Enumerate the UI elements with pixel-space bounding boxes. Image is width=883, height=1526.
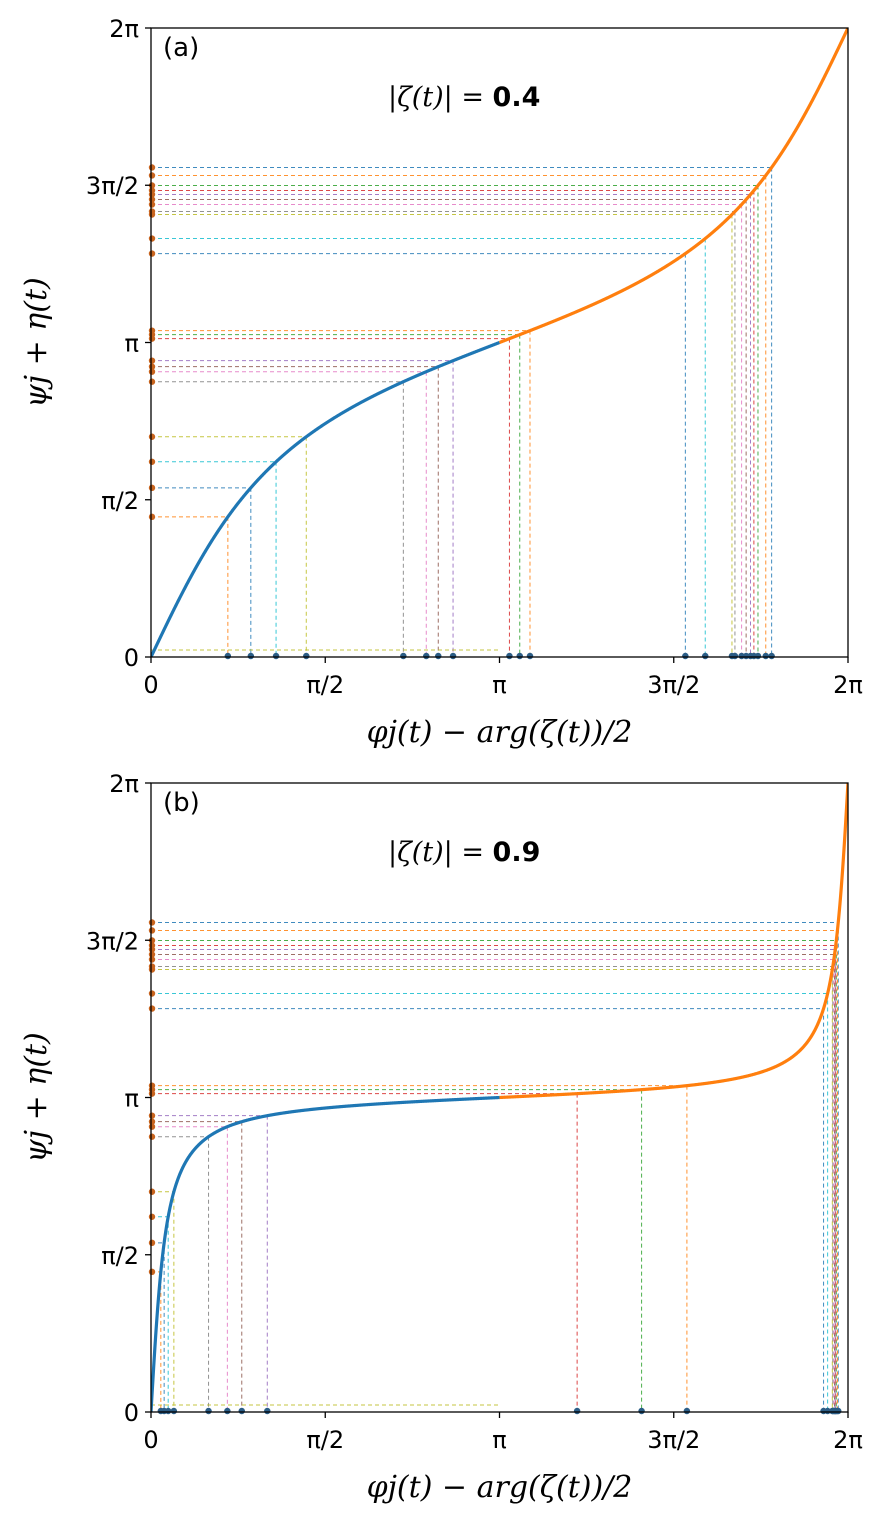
phi-marker <box>702 652 709 660</box>
phi-marker <box>516 652 523 660</box>
psi-marker <box>148 433 156 440</box>
psi-marker <box>148 235 156 242</box>
phi-marker <box>224 652 232 660</box>
phi-marker <box>506 652 513 660</box>
phi-marker <box>400 652 407 660</box>
psi-marker <box>148 164 156 171</box>
psi-marker <box>148 172 156 179</box>
phi-marker <box>264 1407 271 1415</box>
phi-marker <box>157 1407 165 1415</box>
phi-marker <box>224 1407 231 1415</box>
psi-marker <box>148 1090 156 1097</box>
y-tick-label: π <box>125 1085 139 1113</box>
panel-b: 0 π/2 π 3π/2 2π 0 π/2 π 3π/2 2π φj(t) − arg(ζ(t))/… <box>19 770 863 1505</box>
phi-marker <box>638 1407 645 1415</box>
y-tick-label: 2π <box>109 15 139 43</box>
modulus-value: 0.9 <box>493 837 541 868</box>
plot-area <box>151 28 848 657</box>
y-tick-label: 0 <box>124 644 139 672</box>
phi-marker <box>738 652 745 660</box>
y-tick-label: 3π/2 <box>86 172 139 200</box>
psi-marker <box>148 927 156 934</box>
psi-marker <box>148 990 156 997</box>
modulus-prefix: |ζ(t)| = <box>388 837 493 868</box>
psi-marker <box>148 1112 156 1119</box>
x-tick-label: 3π/2 <box>647 671 700 699</box>
modulus-value: 0.4 <box>493 82 541 113</box>
psi-marker <box>148 1239 156 1247</box>
psi-marker <box>148 458 156 465</box>
phi-marker <box>526 652 534 660</box>
x-axis-label: φj(t) − arg(ζ(t))/2 <box>367 715 633 750</box>
x-tick-label: 0 <box>143 671 158 699</box>
phi-marker <box>238 1407 245 1415</box>
x-tick-label: π/2 <box>306 1426 344 1454</box>
x-tick-label: 2π <box>833 671 863 699</box>
phi-marker <box>205 1407 212 1415</box>
phi-marker <box>423 652 430 660</box>
modulus-prefix: |ζ(t)| = <box>388 82 493 113</box>
phi-marker <box>303 652 310 660</box>
psi-marker <box>148 513 156 521</box>
y-tick-label: π <box>125 329 139 357</box>
psi-marker <box>148 1123 156 1130</box>
psi-marker <box>148 919 156 926</box>
phi-marker <box>170 1407 178 1415</box>
y-tick-label: 0 <box>124 1399 139 1427</box>
psi-marker <box>148 201 156 208</box>
y-axis-label: ψj + η(t) <box>19 1032 54 1162</box>
y-tick-label: 2π <box>109 770 139 798</box>
x-tick-label: 3π/2 <box>647 1426 700 1454</box>
phi-marker <box>449 652 457 660</box>
phi-marker <box>435 652 442 660</box>
phi-marker <box>682 652 689 660</box>
phi-marker <box>768 652 775 660</box>
phi-marker <box>762 652 769 660</box>
curve-branch-1 <box>151 1095 501 1412</box>
psi-marker <box>148 357 156 364</box>
modulus-annotation: |ζ(t)| = 0.9 <box>388 837 540 868</box>
phi-marker <box>272 652 280 660</box>
psi-marker <box>148 211 156 218</box>
x-tick-label: 0 <box>143 1426 158 1454</box>
psi-marker <box>148 378 156 385</box>
phi-marker <box>573 1407 581 1415</box>
y-tick-label: π/2 <box>101 487 139 515</box>
psi-marker <box>148 956 156 963</box>
phi-marker <box>728 652 736 660</box>
psi-marker <box>148 484 156 492</box>
psi-marker <box>148 335 156 342</box>
curve-branch-1 <box>151 341 501 657</box>
psi-marker <box>148 1268 156 1276</box>
psi-marker <box>148 1188 156 1195</box>
y-tick-label: 3π/2 <box>86 927 139 955</box>
phi-marker <box>683 1407 691 1415</box>
y-axis-label: ψj + η(t) <box>19 277 54 407</box>
plot-area <box>151 783 848 1412</box>
psi-marker <box>148 966 156 973</box>
curve-branch-2 <box>498 28 848 344</box>
psi-marker <box>148 368 156 375</box>
curve-branch-2 <box>498 783 848 1100</box>
panel-label: (a) <box>163 33 199 63</box>
psi-marker <box>148 1213 156 1220</box>
phi-marker <box>820 1407 827 1415</box>
x-tick-label: π <box>492 1426 506 1454</box>
phi-marker <box>247 652 255 660</box>
psi-marker <box>148 250 156 257</box>
panel-label: (b) <box>163 788 200 818</box>
psi-marker <box>148 1005 156 1012</box>
y-tick-label: π/2 <box>101 1242 139 1270</box>
x-tick-label: π <box>492 671 506 699</box>
psi-marker <box>148 1133 156 1140</box>
panel-a: 0 π/2 π 3π/2 2π 0 π/2 π 3π/2 2π φj(t) − arg(ζ(t))/… <box>19 15 863 750</box>
x-tick-label: π/2 <box>306 671 344 699</box>
x-tick-label: 2π <box>833 1426 863 1454</box>
x-axis-label: φj(t) − arg(ζ(t))/2 <box>367 1470 633 1505</box>
modulus-annotation: |ζ(t)| = 0.4 <box>388 82 540 113</box>
